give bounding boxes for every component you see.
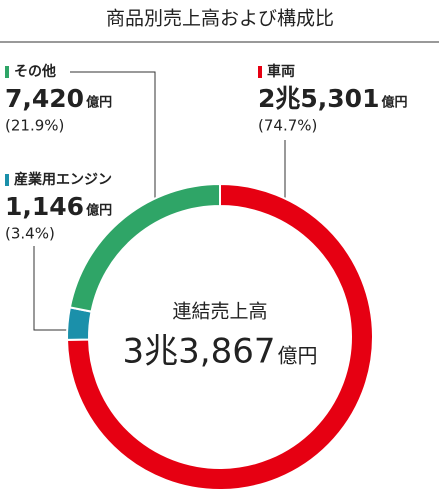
leader-line: [33, 246, 68, 331]
amount-unit: 億円: [381, 95, 407, 111]
legend-swatch: [5, 174, 9, 186]
center-total: 3兆3,867: [123, 332, 276, 372]
donut-segment: [66, 306, 93, 341]
legend-swatch: [5, 66, 9, 78]
amount-label: 1,146: [5, 192, 84, 221]
amount-unit: 億円: [86, 203, 112, 219]
percent-label: (21.9%): [5, 117, 64, 135]
donut-segment: [68, 182, 221, 313]
amount-label: 2兆5,301: [258, 84, 379, 113]
center-label: 連結売上高: [172, 301, 267, 323]
center-unit: 億円: [277, 344, 317, 368]
amount-unit: 億円: [86, 95, 112, 111]
category-label: その他: [14, 63, 56, 80]
percent-label: (3.4%): [5, 225, 55, 243]
amount-label: 7,420: [5, 84, 84, 113]
category-label: 車両: [267, 63, 295, 80]
legend-swatch: [258, 66, 262, 78]
percent-label: (74.7%): [258, 117, 317, 135]
donut-segment: [66, 182, 374, 491]
chart-title: 商品別売上高および構成比: [106, 8, 334, 30]
leader-line: [70, 71, 156, 212]
category-label: 産業用エンジン: [14, 171, 112, 188]
